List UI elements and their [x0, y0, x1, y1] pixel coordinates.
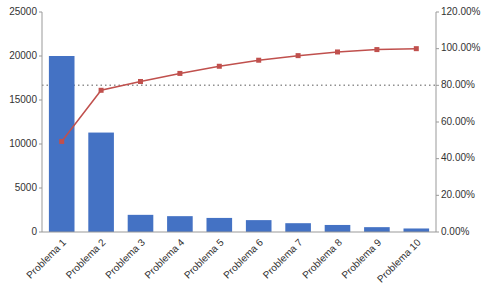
x-axis-line	[42, 232, 436, 233]
y-tick-label: 10000	[9, 138, 37, 149]
y-tick	[39, 144, 42, 145]
y2-tick	[436, 232, 439, 233]
y-tick-label: 25000	[9, 6, 37, 17]
y-tick	[39, 188, 42, 189]
marker	[414, 46, 419, 51]
x-tick-label: Problema 10	[375, 236, 423, 284]
bar	[167, 216, 193, 232]
y-tick	[39, 100, 42, 101]
reference-line	[42, 85, 436, 87]
y2-tick	[436, 158, 439, 159]
y-tick-label: 20000	[9, 50, 37, 61]
y2-tick-label: 0.00%	[441, 226, 469, 237]
x-tick-label: Problema 4	[142, 236, 186, 280]
line	[62, 49, 417, 142]
x-tick-label: Problema 1	[24, 236, 68, 280]
y2-tick	[436, 48, 439, 49]
marker	[217, 64, 222, 69]
marker	[99, 88, 104, 93]
y-tick	[39, 12, 42, 13]
bar	[285, 223, 311, 232]
y2-tick	[436, 122, 439, 123]
x-tick-label: Problema 5	[182, 236, 226, 280]
y2-tick	[436, 12, 439, 13]
y2-tick-label: 40.00%	[441, 152, 475, 163]
y2-tick-label: 120.00%	[441, 6, 481, 17]
y-tick	[39, 232, 42, 233]
bar	[325, 225, 351, 232]
marker	[374, 47, 379, 52]
y-tick-label: 0	[31, 226, 37, 237]
marker	[59, 139, 64, 144]
y-tick-label: 15000	[9, 94, 37, 105]
plot-area	[42, 46, 436, 232]
y2-tick	[436, 195, 439, 196]
y-tick	[39, 56, 42, 57]
marker	[138, 79, 143, 84]
x-tick-label: Problema 2	[64, 236, 108, 280]
marker	[177, 71, 182, 76]
marker	[256, 58, 261, 63]
x-tick-label: Problema 8	[300, 236, 344, 280]
bar	[49, 56, 75, 232]
y2-tick	[436, 85, 439, 86]
marker	[296, 53, 301, 58]
bar	[403, 228, 429, 232]
y2-tick-label: 80.00%	[441, 79, 475, 90]
chart: 0 5000 10000 15000 20000 25000 0.00% 20.00% 40.0…	[0, 0, 486, 294]
y-axis-line	[42, 12, 43, 232]
marker	[335, 49, 340, 54]
bar	[246, 220, 272, 232]
bar	[128, 215, 154, 232]
bar	[206, 218, 232, 232]
bar	[88, 133, 114, 232]
x-tick-label: Problema 3	[103, 236, 147, 280]
y2-tick-label: 100.00%	[441, 42, 481, 53]
y-tick-label: 5000	[15, 182, 38, 193]
y2-tick-label: 20.00%	[441, 189, 475, 200]
x-tick-label: Problema 7	[261, 236, 305, 280]
bar	[364, 227, 390, 232]
y2-tick-label: 60.00%	[441, 116, 475, 127]
x-tick-label: Problema 6	[221, 236, 265, 280]
